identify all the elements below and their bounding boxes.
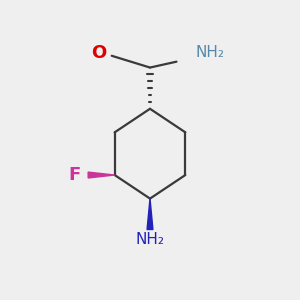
Text: NH₂: NH₂	[136, 232, 164, 247]
Polygon shape	[147, 199, 153, 230]
Text: NH₂: NH₂	[196, 45, 225, 60]
Polygon shape	[88, 172, 115, 178]
Text: O: O	[91, 44, 106, 62]
Text: F: F	[69, 166, 81, 184]
